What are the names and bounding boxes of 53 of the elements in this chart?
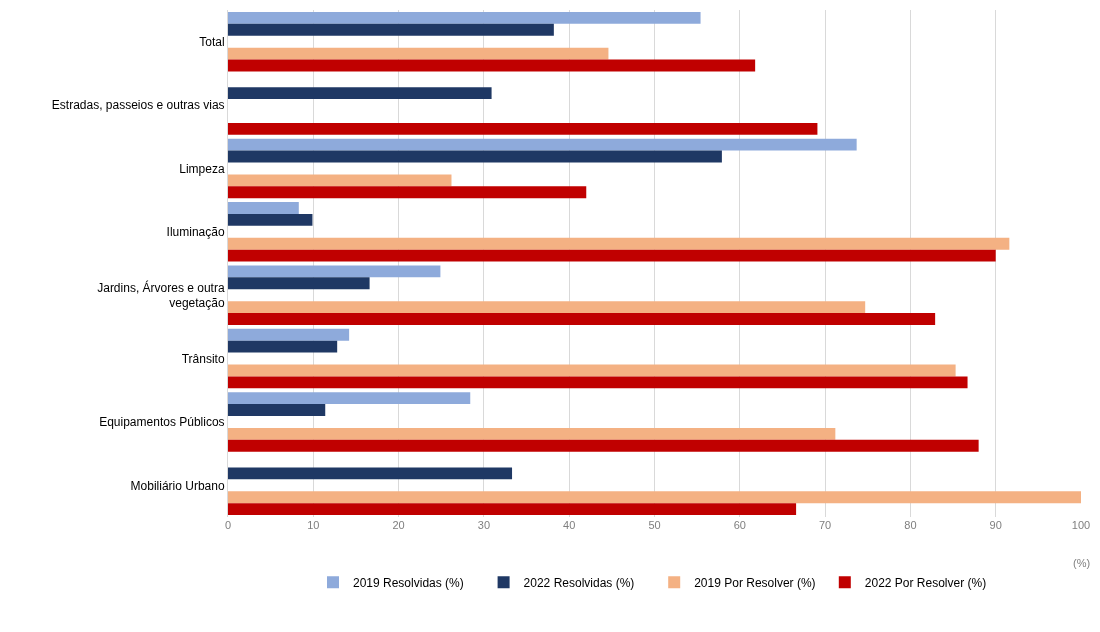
- bar: [228, 364, 956, 377]
- legend-label: 2019 Por Resolver (%): [694, 575, 816, 590]
- bar: [228, 427, 836, 440]
- legend-label: 2019 Resolvidas (%): [353, 575, 464, 590]
- bar: [228, 404, 326, 416]
- bar: [228, 392, 471, 405]
- y-tick-label: Trânsito: [181, 351, 225, 366]
- y-tick-label: Equipamentos Públicos: [99, 415, 225, 430]
- x-tick-label: 20: [392, 519, 405, 531]
- bar: [228, 328, 350, 341]
- y-tick-label: Estradas, passeios e outras vias: [51, 98, 225, 113]
- bar: [228, 186, 587, 199]
- bar: [228, 87, 492, 100]
- x-tick-label: 100: [1071, 519, 1091, 531]
- x-tick-label: 40: [563, 519, 576, 531]
- x-tick-label: 50: [648, 519, 661, 531]
- y-tick-label: Total: [199, 34, 225, 49]
- x-tick-label: 0: [224, 519, 232, 531]
- bar: [228, 237, 1010, 250]
- bar: [228, 265, 441, 278]
- bar: [228, 503, 797, 516]
- bar: [228, 47, 609, 60]
- bar: [228, 138, 857, 151]
- bar: [228, 249, 996, 262]
- bar: [228, 313, 936, 325]
- bar: [228, 277, 370, 290]
- bar: [228, 59, 756, 72]
- x-tick-label: 10: [307, 519, 320, 531]
- bar: [228, 340, 338, 353]
- y-tick-label: Jardins, Árvores e outra vegetação: [97, 279, 225, 311]
- x-tick-label: 90: [989, 519, 1002, 531]
- bar: [228, 174, 452, 187]
- y-tick-label: Iluminação: [166, 225, 225, 240]
- bar: [228, 202, 299, 214]
- bar: [228, 122, 818, 135]
- x-tick-label: 60: [733, 519, 746, 531]
- bar: [228, 376, 968, 389]
- bar: [228, 150, 722, 163]
- x-tick-label: 70: [818, 519, 832, 531]
- y-tick-label: Mobiliário Urbano: [130, 478, 225, 493]
- x-tick-label: 30: [477, 519, 491, 531]
- x-tick-label: 80: [904, 519, 917, 531]
- bar: [228, 491, 1081, 504]
- bar: [228, 23, 554, 36]
- bar: [228, 11, 701, 24]
- y-tick-label: Limpeza: [179, 161, 225, 176]
- bar: [228, 467, 513, 480]
- bar: [228, 213, 313, 226]
- legend-label: 2022 Por Resolver (%): [864, 575, 987, 590]
- bar: [228, 301, 866, 314]
- bar: [228, 439, 979, 452]
- legend-label: 2022 Resolvidas (%): [523, 575, 635, 590]
- x-axis-title: (%): [1073, 557, 1091, 569]
